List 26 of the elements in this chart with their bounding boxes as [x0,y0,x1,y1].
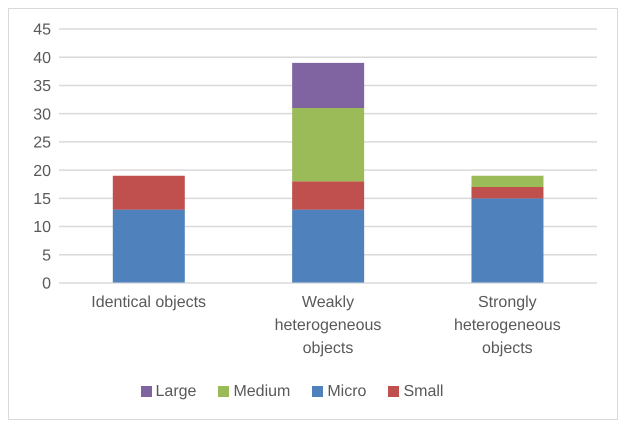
x-tick-label: Strongly heterogeneous objects [454,294,561,357]
legend-label: Large [156,383,196,400]
bar [292,108,364,182]
x-tick-label: Identical objects [91,294,206,311]
bar [471,176,544,188]
y-tick-label: 25 [33,134,52,152]
bar [471,198,544,283]
y-tick-label: 45 [33,22,52,39]
bar [471,187,544,198]
x-tick-label: Weakly heterogeneous objects [274,294,382,357]
y-tick-label: 10 [33,219,52,236]
bar [292,62,364,108]
legend-label: Small [403,383,444,400]
y-tick-label: 30 [33,106,52,124]
y-tick-label: 20 [33,162,52,180]
bar [112,176,185,210]
bar [292,181,364,210]
bar [112,210,185,283]
y-tick-label: 0 [42,276,52,293]
bar [292,210,364,283]
legend-label: Medium [233,383,290,400]
legend-label: Micro [327,383,366,400]
y-tick-label: 15 [33,191,52,208]
y-tick-label: 40 [33,50,52,67]
y-tick-label: 5 [42,247,52,264]
y-tick-label: 35 [33,78,52,96]
